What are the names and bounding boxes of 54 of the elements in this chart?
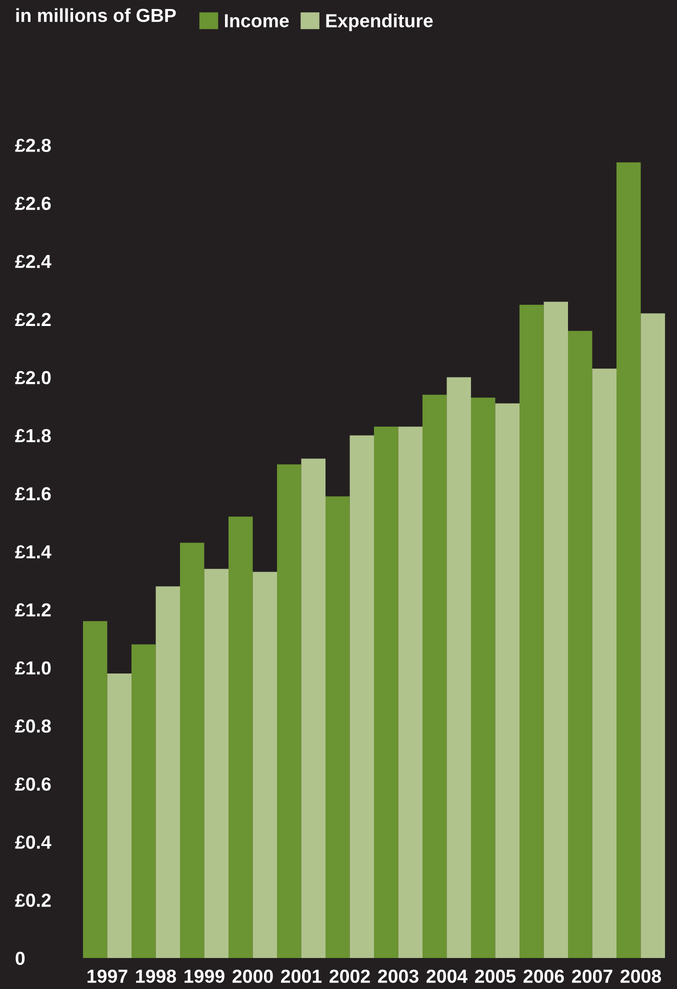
y-tick-label: £2.6: [15, 196, 51, 210]
x-tick-label: 2005: [475, 970, 516, 983]
bar: [374, 426, 398, 958]
y-tick-label: £1.0: [15, 661, 51, 675]
x-tick-label: 1997: [88, 970, 128, 983]
bar: [640, 313, 665, 958]
bar: [398, 426, 422, 958]
bar: [520, 304, 544, 958]
y-tick-label: £0.2: [15, 894, 51, 907]
y-tick-label: £2.0: [15, 370, 51, 384]
x-tick-label: 2007: [572, 970, 612, 983]
x-tick-label: 2008: [620, 970, 662, 983]
legend-label: Income: [225, 14, 289, 28]
bar: [350, 435, 374, 958]
bar: [592, 368, 616, 958]
y-tick-label: £1.6: [15, 487, 51, 500]
bar: [301, 458, 326, 958]
bar: [326, 496, 350, 958]
x-tick-label: 2002: [330, 970, 370, 983]
y-tick-label: 0: [16, 952, 25, 965]
y-tick-label: £0.4: [15, 836, 52, 849]
bar: [544, 302, 568, 958]
bar: [495, 403, 520, 958]
x-tick-label: 2006: [524, 970, 564, 983]
y-tick-label: £1.8: [15, 429, 51, 442]
x-tick-label: 1999: [184, 970, 224, 983]
y-tick-label: £0.6: [15, 777, 51, 791]
bar: [204, 568, 228, 958]
bar: [277, 464, 302, 958]
legend-label: Expenditure: [326, 14, 433, 32]
y-tick-label: £2.8: [15, 138, 51, 152]
bar: [156, 586, 180, 958]
y-tick-label: £0.8: [15, 719, 51, 733]
bar: [83, 621, 108, 958]
bar: [446, 377, 471, 958]
x-tick-label: 2000: [232, 970, 273, 983]
x-tick-label: 2004: [426, 970, 468, 983]
x-tick-label: 2001: [281, 970, 322, 983]
bar: [228, 516, 253, 958]
bar: [252, 572, 277, 958]
x-tick-label: 1998: [136, 970, 176, 983]
y-tick-label: £2.2: [15, 312, 51, 326]
x-tick-label: 2003: [378, 970, 418, 983]
text: in millions of GBP: [16, 8, 176, 22]
bar: [471, 398, 496, 958]
bar: [422, 394, 447, 958]
bar: [616, 162, 641, 958]
bar: [107, 673, 132, 958]
bar: [180, 542, 204, 958]
y-tick-label: £1.2: [15, 603, 51, 616]
bar: [568, 330, 592, 958]
y-tick-label: £2.4: [15, 254, 52, 268]
y-tick-label: £1.4: [15, 545, 52, 558]
bar: [132, 644, 156, 958]
